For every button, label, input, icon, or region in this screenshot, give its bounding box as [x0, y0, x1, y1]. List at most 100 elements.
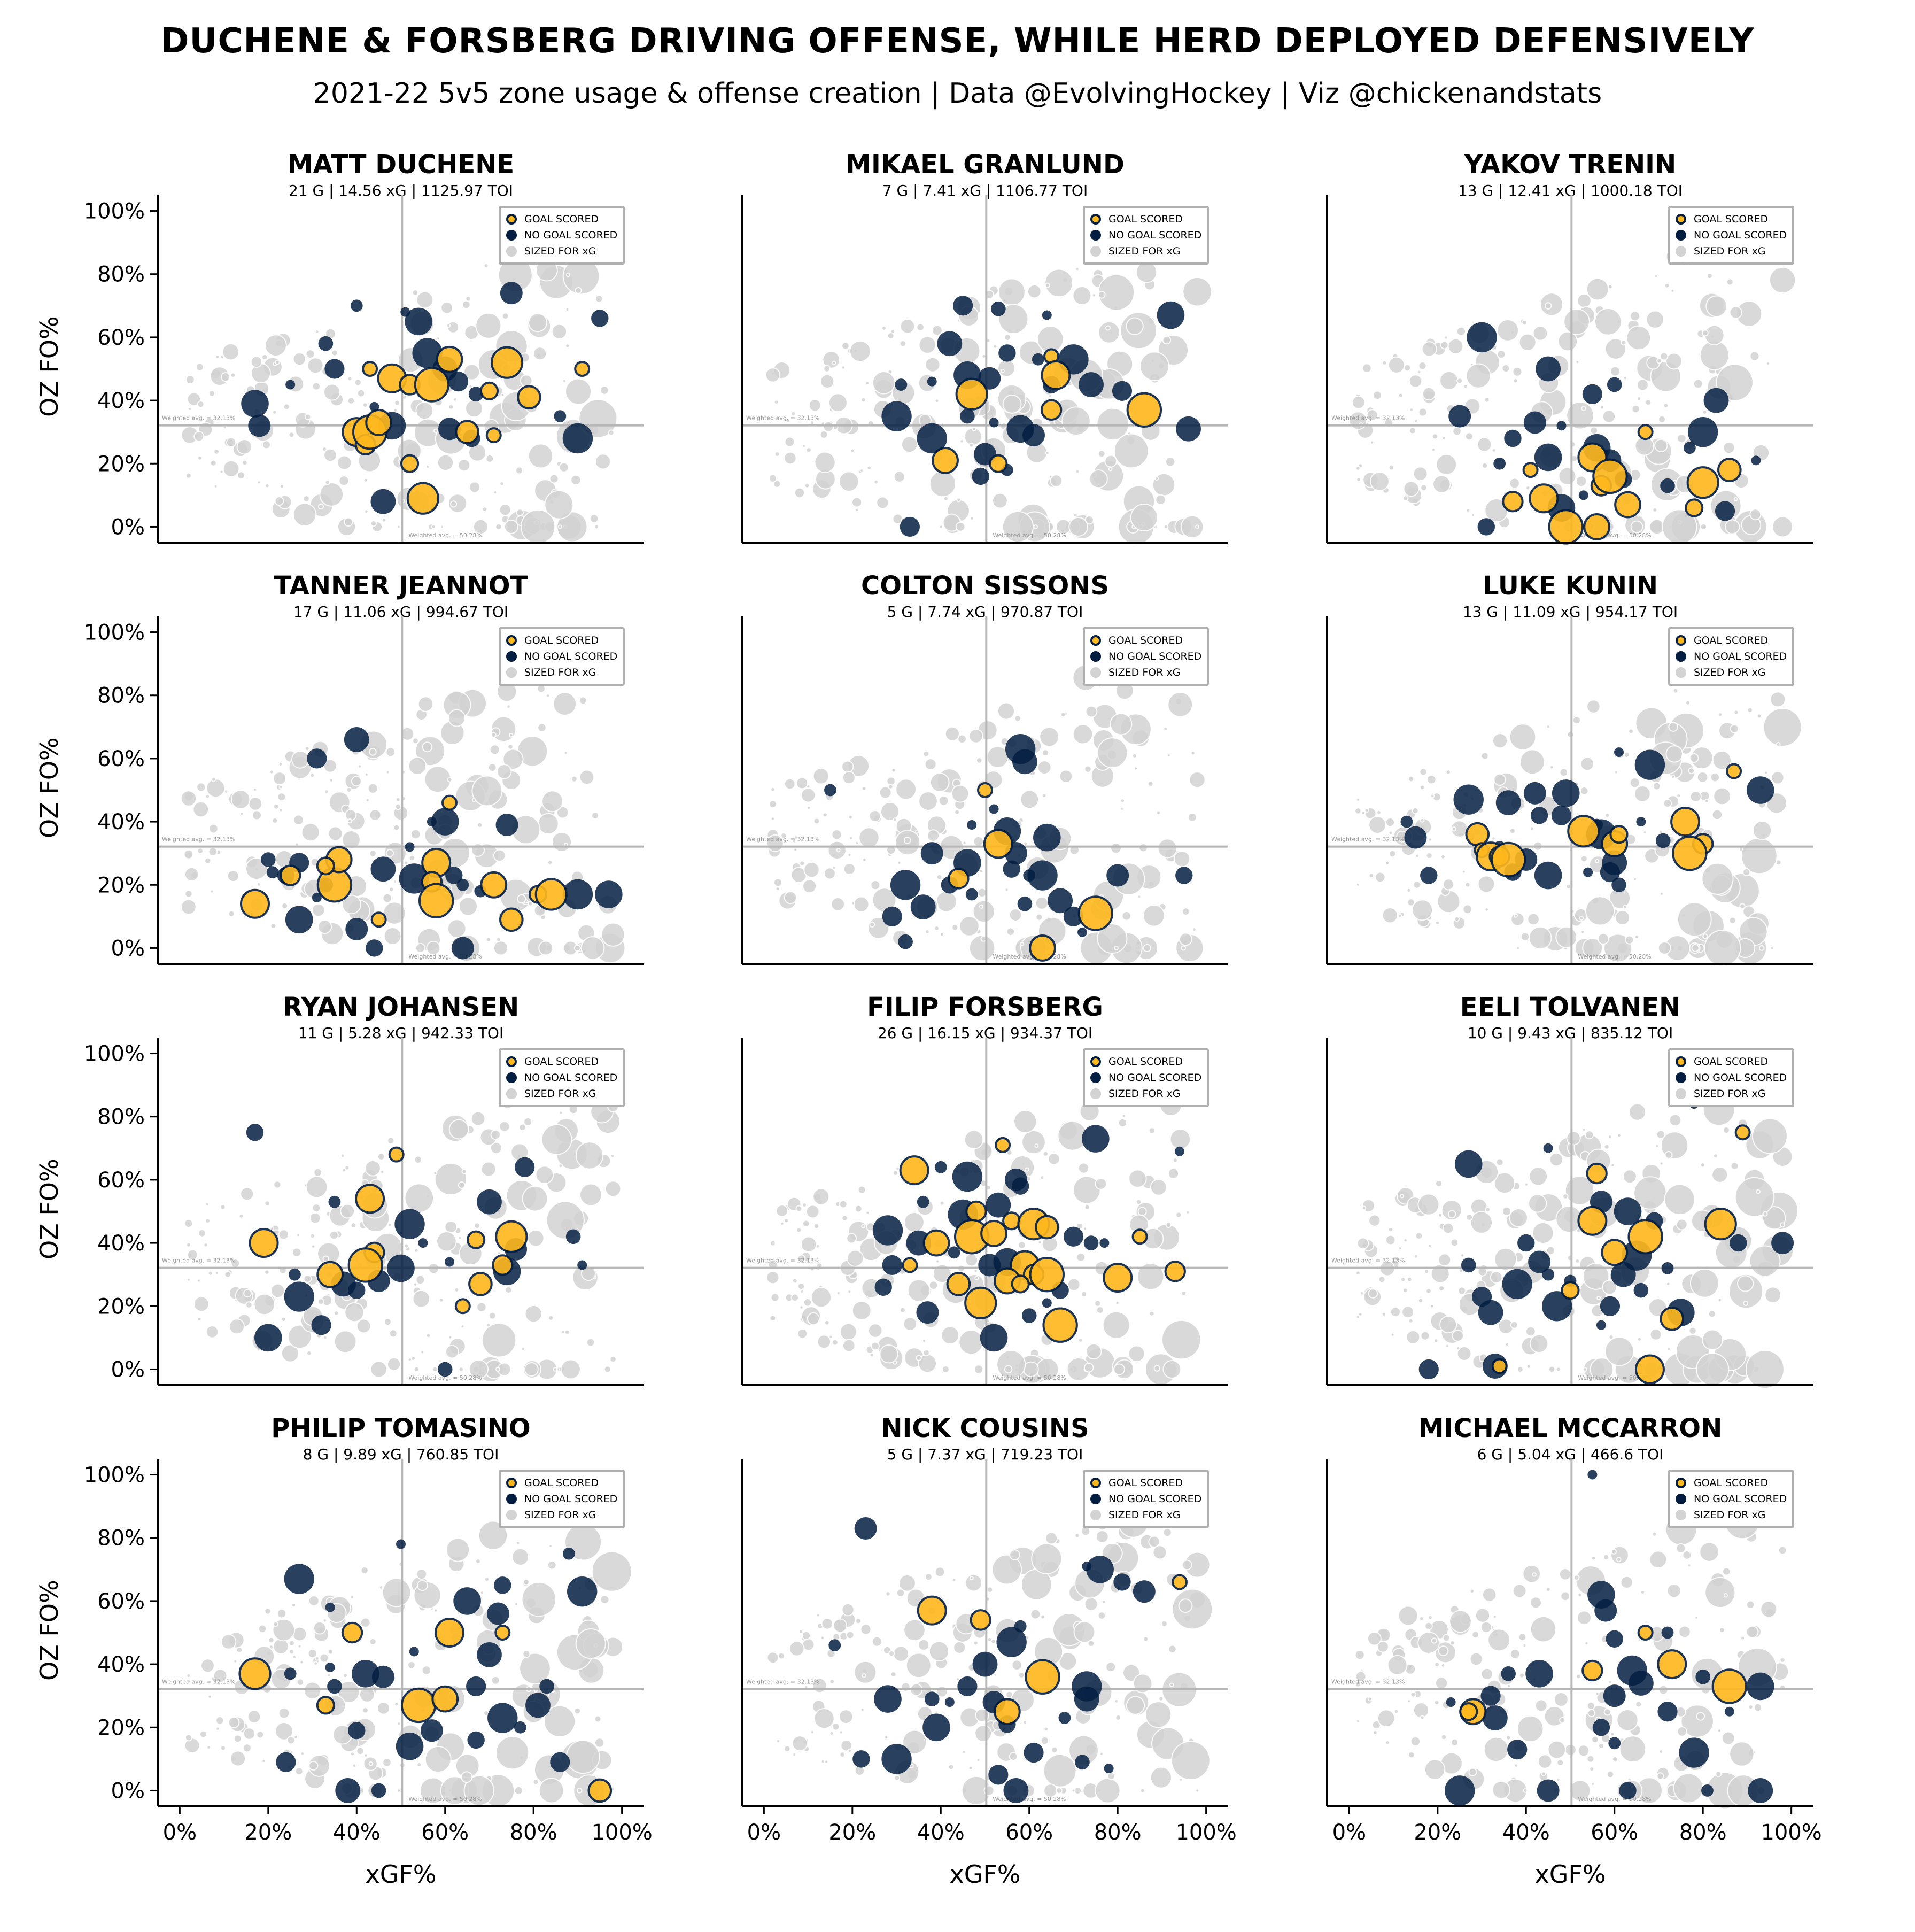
- no-goal-point: [1017, 896, 1033, 911]
- background-point: [291, 1602, 297, 1608]
- no-goal-point: [1746, 1672, 1774, 1701]
- no-goal-point: [1003, 860, 1020, 878]
- player-panel: FILIP FORSBERG 26 G | 16.15 xG | 934.37 T…: [741, 992, 1410, 1420]
- background-point: [500, 392, 505, 397]
- background-point: [1670, 288, 1675, 293]
- no-goal-point: [1542, 1268, 1555, 1281]
- background-point: [275, 359, 280, 365]
- background-point: [1603, 1554, 1610, 1560]
- background-point: [1673, 1773, 1704, 1804]
- background-point: [832, 360, 836, 366]
- no-goal-point: [1603, 1684, 1626, 1707]
- legend: GOAL SCORED NO GOAL SCORED SIZED FOR xG: [1083, 1470, 1210, 1528]
- background-point: [1415, 853, 1420, 859]
- background-point: [565, 378, 592, 405]
- background-point: [517, 894, 526, 904]
- background-point: [965, 1574, 983, 1592]
- background-point: [323, 383, 341, 401]
- player-stats: 6 G | 5.04 xG | 466.6 TOI: [1477, 1446, 1664, 1463]
- background-point: [1135, 261, 1158, 283]
- no-goal-point: [1133, 1580, 1156, 1603]
- background-point: [306, 1350, 312, 1356]
- goal-point: [388, 1146, 405, 1163]
- no-goal-point: [1176, 416, 1201, 442]
- player-panel: MATT DUCHENE 21 G | 14.56 xG | 1125.97 TO…: [35, 150, 826, 577]
- no-goal-point: [1660, 478, 1675, 493]
- no-goal-point: [1556, 421, 1567, 431]
- no-goal-point: [1703, 388, 1729, 413]
- background-point: [860, 1624, 872, 1635]
- background-point: [1591, 1555, 1596, 1561]
- background-point: [308, 1595, 320, 1606]
- background-point: [800, 1289, 804, 1294]
- background-point: [303, 495, 311, 503]
- no-goal-point: [1687, 416, 1718, 447]
- background-point: [801, 1202, 807, 1208]
- background-point: [1729, 306, 1742, 319]
- background-point: [929, 470, 957, 498]
- background-point: [230, 372, 236, 378]
- no-goal-point: [289, 1268, 301, 1281]
- background-point: [312, 903, 325, 917]
- background-point: [901, 436, 918, 453]
- no-goal-point: [311, 1315, 331, 1335]
- legend-label: NO GOAL SCORED: [524, 1072, 618, 1084]
- goal-point: [316, 1261, 344, 1288]
- background-point: [1142, 904, 1165, 927]
- background-point: [313, 1168, 323, 1177]
- y-tick-label: 100%: [84, 621, 145, 645]
- background-point: [1702, 1329, 1723, 1350]
- background-point: [1084, 765, 1092, 773]
- background-point: [1696, 1712, 1705, 1721]
- goal-point: [1686, 466, 1719, 499]
- background-point: [903, 1211, 925, 1233]
- background-point: [1077, 1162, 1090, 1174]
- background-point: [1466, 1214, 1474, 1222]
- background-point: [365, 1160, 381, 1177]
- background-point: [860, 397, 866, 403]
- no-goal-point: [1594, 1599, 1617, 1622]
- background-point: [869, 810, 881, 823]
- background-point: [1130, 504, 1158, 532]
- no-goal-point: [445, 1257, 454, 1267]
- background-point: [932, 1264, 952, 1284]
- background-point: [546, 693, 551, 698]
- no-goal-point: [1507, 1740, 1528, 1760]
- background-point: [1688, 767, 1695, 775]
- background-point: [528, 900, 534, 907]
- goal-point: [517, 385, 541, 409]
- background-point: [224, 1271, 231, 1278]
- background-point: [1509, 723, 1537, 751]
- goal-point: [1685, 498, 1704, 517]
- background-point: [1771, 771, 1785, 785]
- background-point: [1604, 1336, 1634, 1366]
- background-point: [197, 1228, 206, 1238]
- background-point: [1447, 338, 1464, 354]
- background-point: [1575, 475, 1587, 488]
- background-point: [475, 312, 502, 339]
- legend-marker-icon: [1676, 246, 1686, 257]
- background-point: [768, 800, 777, 809]
- no-goal-point: [989, 804, 999, 814]
- background-point: [491, 1675, 500, 1685]
- background-point: [1577, 1592, 1583, 1598]
- no-goal-point: [1730, 1234, 1747, 1252]
- no-goal-point: [1634, 749, 1665, 780]
- no-goal-point: [972, 1651, 998, 1677]
- background-point: [848, 814, 854, 820]
- background-point: [346, 786, 352, 793]
- background-point: [1614, 770, 1618, 775]
- background-point: [1143, 944, 1151, 953]
- legend-sized: SIZED FOR xG: [1676, 664, 1787, 681]
- background-point: [1746, 1625, 1759, 1639]
- background-point: [1544, 1705, 1565, 1727]
- background-point: [1387, 1655, 1408, 1675]
- background-point: [576, 1788, 583, 1794]
- background-point: [437, 454, 454, 472]
- no-goal-point: [1083, 1235, 1099, 1250]
- background-point: [591, 1551, 632, 1592]
- goal-point: [400, 454, 420, 473]
- background-point: [971, 427, 976, 432]
- no-goal-point: [1771, 1232, 1794, 1255]
- legend: GOAL SCORED NO GOAL SCORED SIZED FOR xG: [499, 627, 625, 686]
